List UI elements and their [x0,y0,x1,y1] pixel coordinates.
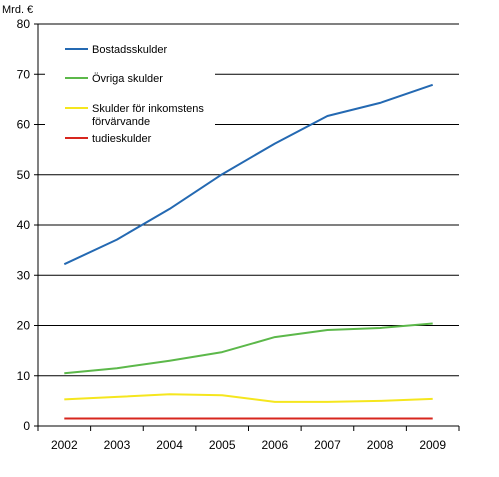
y-tick-label: 10 [17,369,31,383]
y-axis-ticks: 0 10 20 30 40 50 60 70 80 [17,17,38,433]
legend-label: tudieskulder [92,133,152,145]
legend-label: Övriga skulder [92,73,163,85]
y-tick-label: 20 [17,319,31,333]
series-line-1 [64,322,433,375]
x-tick-label: 2007 [314,438,341,452]
y-tick-label: 60 [17,118,31,132]
y-tick-label: 70 [17,67,31,81]
legend-label: Skulder för inkomstens [92,103,204,115]
series-lines [63,83,434,420]
x-axis-ticks: 2002 2003 2004 2005 2006 2007 2008 2009 [37,426,460,452]
x-tick-label: 2009 [419,438,446,452]
x-tick-label: 2008 [367,438,394,452]
series-line-2 [64,393,433,403]
x-tick-label: 2005 [209,438,236,452]
x-tick-label: 2006 [261,438,288,452]
series-line-0 [63,83,434,266]
x-tick-label: 2004 [156,438,183,452]
y-tick-label: 80 [17,17,31,31]
y-tick-label: 40 [17,218,31,232]
x-tick-label: 2003 [104,438,131,452]
unit-label: Mrd. € [2,4,33,16]
legend-label: Bostadsskulder [92,44,168,56]
y-tick-label: 0 [23,419,30,433]
y-tick-label: 30 [17,268,31,282]
legend: Bostadsskulder Övriga skulder Skulder för … [65,44,204,145]
legend-label: förvärvande [92,116,150,128]
y-tick-label: 50 [17,168,31,182]
x-tick-label: 2002 [51,438,78,452]
